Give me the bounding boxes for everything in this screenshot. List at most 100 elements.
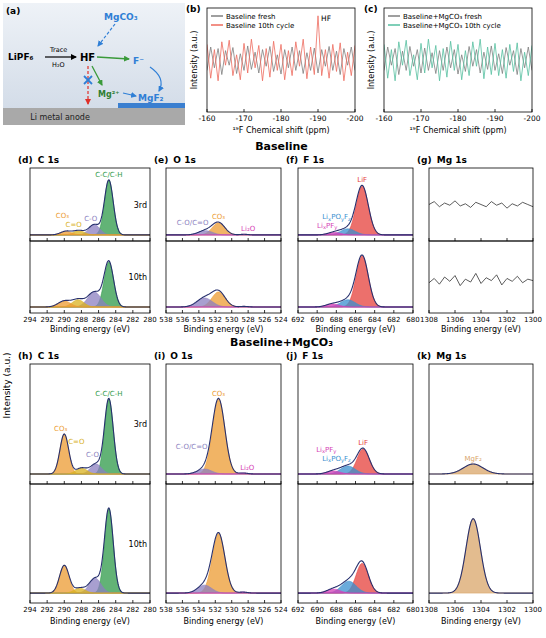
tick — [336, 238, 337, 241]
peak-component — [166, 534, 281, 593]
peak-label: LixPFy — [316, 446, 336, 456]
frame — [30, 364, 150, 484]
cation: Mg²⁺ — [98, 90, 119, 99]
envelope — [166, 290, 281, 307]
panel-letter: (j) — [286, 351, 297, 361]
tick — [231, 238, 232, 241]
label-part: y — [334, 224, 337, 231]
tick — [182, 600, 183, 603]
plot-area — [429, 519, 533, 593]
panel: (f)F 1sLiFLixPOyFzLixPFy6926906886866846… — [286, 155, 420, 334]
plot-area — [429, 273, 533, 285]
tick-label: -200 — [346, 114, 363, 123]
legend-swatch — [388, 24, 400, 26]
tick — [98, 310, 99, 313]
tick — [248, 600, 249, 603]
tick-label: -170 — [235, 114, 252, 123]
tick — [30, 238, 31, 241]
tick — [30, 600, 31, 603]
tick-label: 534 — [192, 606, 206, 614]
tick — [481, 238, 482, 241]
plot-area — [30, 398, 150, 474]
tick-label: 532 — [209, 316, 222, 324]
anion: F⁻ — [133, 56, 144, 66]
peak-component — [30, 588, 150, 593]
legend-swatch — [211, 15, 223, 17]
tick-label: 688 — [330, 316, 343, 324]
panel: (k)Mg 1sMgF₂13081306130413021300Binding … — [417, 351, 542, 626]
tick — [393, 481, 394, 484]
tick-label: 288 — [75, 316, 88, 324]
tick — [47, 600, 48, 603]
tick-label: 1306 — [446, 606, 464, 614]
tick — [248, 481, 249, 484]
label-part: MgF₂ — [465, 455, 483, 463]
peak-label: C=O — [68, 438, 85, 446]
label-part: C=O — [68, 438, 85, 446]
label-part: Li₂O — [240, 464, 255, 472]
label-part: PO — [331, 213, 341, 221]
mgf2-layer — [118, 103, 185, 108]
tick — [507, 238, 508, 241]
tick — [458, 109, 459, 112]
tick — [281, 600, 282, 603]
peak-component — [298, 229, 413, 235]
peak-label: CO₃ — [56, 212, 69, 220]
label-part: C-O — [86, 451, 100, 459]
tick — [507, 600, 508, 603]
tick-label: 536 — [176, 316, 190, 324]
tick — [264, 238, 265, 241]
tick — [384, 109, 385, 112]
tick-label: -170 — [412, 114, 429, 123]
subplot-label: 3rd — [134, 201, 147, 210]
envelope — [166, 532, 281, 593]
frame — [166, 484, 281, 603]
tick — [421, 109, 422, 112]
tick — [336, 481, 337, 484]
peak-component — [298, 581, 413, 593]
tick-label: 524 — [274, 316, 288, 324]
tick — [231, 481, 232, 484]
tick — [507, 481, 508, 484]
section-heading: Baseline — [255, 140, 308, 153]
tick-label: 1302 — [498, 316, 516, 324]
plot-area — [166, 532, 281, 593]
envelope — [30, 180, 150, 235]
label-part: C=O — [66, 221, 83, 229]
tick — [281, 310, 282, 313]
tick — [264, 600, 265, 603]
tick-label: 530 — [225, 316, 238, 324]
peak-label: C-C/C-H — [95, 171, 122, 179]
panel-letter: (i) — [154, 351, 165, 361]
tick-label: 294 — [23, 606, 37, 614]
panel-letter: (d) — [18, 155, 33, 165]
peak-label: C-O — [86, 451, 100, 459]
tick — [429, 238, 430, 241]
tick — [317, 600, 318, 603]
tick — [455, 238, 456, 241]
tick — [336, 600, 337, 603]
tick — [248, 310, 249, 313]
axis-title: Intensity (a.u.) — [367, 31, 376, 90]
label-part: Li₂O — [241, 225, 256, 233]
label-part: PF — [326, 222, 334, 230]
label-part: PO — [331, 455, 341, 463]
panel: (e)O 1sCO₃C-O/C=OLi₂O5385365345325305285… — [154, 155, 288, 334]
peak-component — [298, 300, 413, 307]
tick — [182, 481, 183, 484]
axis-title: Binding energy (eV) — [316, 325, 396, 334]
diagram: (a)Li metal anodeLiPF₆TraceH₂OHFMgCO₃F⁻M… — [3, 3, 185, 125]
arrow — [97, 57, 129, 59]
trace — [429, 273, 533, 285]
tick — [182, 238, 183, 241]
condition: H₂O — [52, 61, 65, 69]
annotation: HF — [321, 14, 331, 23]
tick — [317, 238, 318, 241]
tick-label: 524 — [274, 606, 288, 614]
tick-label: 684 — [368, 316, 382, 324]
peak-component — [166, 585, 281, 593]
tick — [374, 481, 375, 484]
frame — [384, 8, 532, 112]
tick-label: 526 — [258, 316, 272, 324]
tick — [455, 310, 456, 313]
